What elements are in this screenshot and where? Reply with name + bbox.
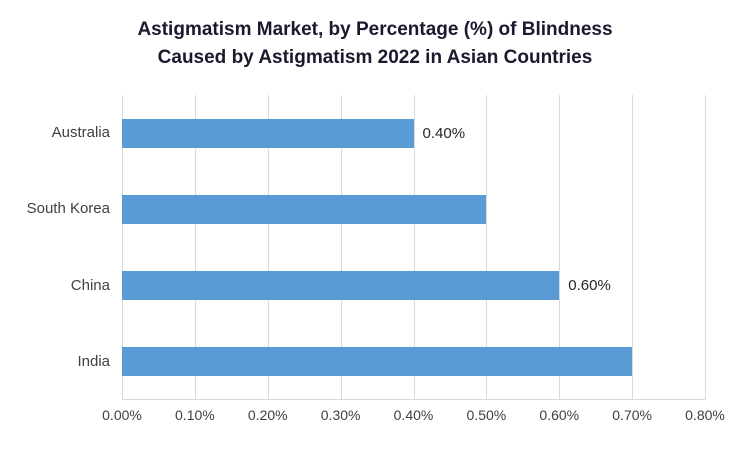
gridline	[340, 95, 342, 400]
x-tick-label: 0.50%	[466, 407, 507, 423]
gridline	[705, 95, 706, 400]
x-tick-label: 0.10%	[175, 407, 215, 423]
gridline	[632, 95, 634, 400]
plot-area: 0.40% 0.60%	[122, 95, 706, 400]
x-tick-label: 0.80%	[685, 407, 725, 423]
x-tick-label: 0.30%	[320, 407, 361, 423]
x-tick-label: 0.60%	[539, 407, 580, 423]
gridline	[559, 95, 561, 400]
data-label: 0.40%	[422, 124, 466, 142]
x-tick-label: 0.00%	[102, 407, 142, 423]
gridline	[413, 95, 415, 400]
x-tick-label: 0.70%	[612, 407, 652, 423]
y-axis-category-labels: Australia South Korea China India	[0, 95, 110, 400]
category-label: South Korea	[26, 200, 110, 218]
gridline	[122, 95, 123, 400]
x-tick-label: 0.40%	[393, 407, 434, 423]
chart-title: Astigmatism Market, by Percentage (%) of…	[0, 16, 750, 71]
gridline	[194, 95, 196, 400]
category-label: Australia	[51, 124, 110, 142]
chart-title-line-2: Caused by Astigmatism 2022 in Asian Coun…	[157, 46, 593, 68]
category-label: India	[77, 352, 110, 370]
bar	[122, 347, 633, 377]
gridline	[267, 95, 269, 400]
category-label: China	[70, 276, 110, 294]
gridline	[486, 95, 488, 400]
bar	[122, 271, 560, 301]
x-axis-tick-labels: 0.00% 0.10% 0.20% 0.30% 0.40% 0.50% 0.60% 0.70%…	[102, 407, 725, 427]
chart-title-line-1: Astigmatism Market, by Percentage (%) of…	[137, 19, 613, 40]
bar	[122, 118, 414, 148]
data-label: 0.60%	[568, 277, 611, 295]
x-tick-label: 0.20%	[247, 407, 288, 423]
bar	[122, 194, 487, 224]
x-axis-line	[122, 399, 705, 400]
